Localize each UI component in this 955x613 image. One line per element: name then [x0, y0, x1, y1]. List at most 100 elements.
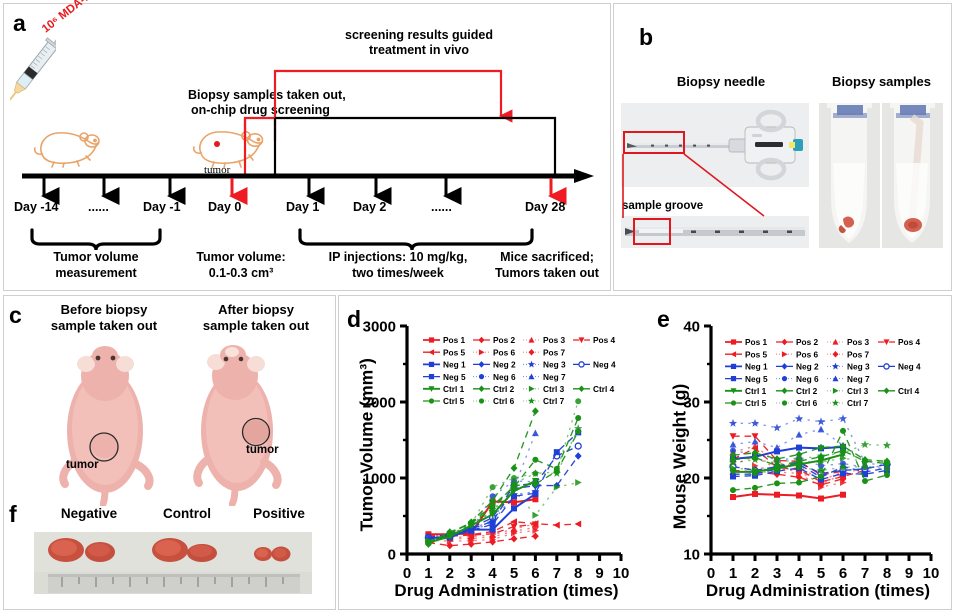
- data-point-ctrl-7-8: [882, 440, 892, 449]
- legend-label-ctrl-6: Ctrl 6: [493, 396, 515, 406]
- series-line-ctrl-6: [732, 465, 888, 475]
- data-point-neg-7-1: [729, 440, 737, 448]
- legend-label-ctrl-3: Ctrl 3: [543, 384, 565, 394]
- svg-text:6: 6: [531, 565, 539, 582]
- legend-label-neg-7: Neg 7: [543, 372, 566, 382]
- data-point-ctrl-4-6: [839, 442, 847, 450]
- legend-label-pos-4: Pos 4: [898, 337, 921, 347]
- bracket-caption-1-line2: 0.1-0.3 cm³: [208, 266, 274, 280]
- data-point-ctrl-4-8: [883, 457, 891, 466]
- data-point-ctrl-6-2: [752, 470, 758, 477]
- mouse-illustration-2: [192, 131, 264, 169]
- bracket-caption-0-line1: Tumor volume: [53, 250, 139, 264]
- data-point-neg-5-5: [818, 476, 824, 483]
- data-point-pos-1-2: [752, 490, 758, 497]
- legend-label-ctrl-1: Ctrl 1: [443, 384, 465, 394]
- data-point-pos-1-6: [532, 496, 539, 503]
- data-point-ctrl-4-7: [861, 456, 869, 464]
- data-point-ctrl-4-5: [510, 464, 518, 472]
- data-point-neg-3-5: [816, 417, 826, 426]
- data-point-neg-7-4: [795, 431, 803, 438]
- svg-text:5: 5: [817, 565, 825, 582]
- panel-e-label: e: [657, 306, 670, 332]
- data-point-pos-2-4: [489, 538, 497, 546]
- legend-label-ctrl-4: Ctrl 4: [898, 386, 920, 396]
- legend-label-neg-4: Neg 4: [898, 362, 921, 372]
- series-line-pos-2: [428, 535, 536, 547]
- svg-text:3: 3: [467, 565, 475, 582]
- series-line-neg-7: [732, 428, 844, 449]
- svg-text:2: 2: [446, 565, 454, 582]
- data-point-ctrl-5-8: [575, 414, 582, 421]
- panel-b: b Biopsy needle Biopsy samples: [613, 3, 952, 291]
- svg-text:0: 0: [388, 547, 396, 564]
- series-line-ctrl-7: [428, 428, 579, 543]
- data-point-neg-3-6: [838, 414, 848, 423]
- callout-top-line1: screening results guided: [345, 28, 493, 42]
- svg-text:2000: 2000: [363, 395, 396, 412]
- data-point-ctrl-6-5: [818, 467, 824, 474]
- data-point-ctrl-6-8: [884, 465, 890, 472]
- bracket-caption-1-line1: Tumor volume:: [196, 250, 286, 264]
- panel-c-left-caption-line1: Before biopsy: [60, 302, 148, 317]
- legend-label-neg-2: Neg 2: [493, 360, 516, 370]
- data-point-ctrl-5-7: [862, 478, 868, 485]
- mouse-illustration-1: [34, 132, 100, 168]
- data-point-neg-2-8: [574, 452, 582, 460]
- legend-label-neg-1: Neg 1: [443, 360, 466, 370]
- biopsy-needle-photo: [621, 103, 809, 187]
- svg-text:8: 8: [574, 565, 582, 582]
- data-point-pos-5-8: [574, 520, 582, 528]
- legend-label-pos-6: Pos 6: [796, 349, 819, 359]
- series-line-pos-4: [733, 435, 844, 476]
- data-point-ctrl-6-4: [489, 484, 496, 491]
- svg-text:5: 5: [510, 565, 518, 582]
- data-point-pos-1-5: [511, 499, 517, 506]
- legend-label-ctrl-6: Ctrl 6: [796, 398, 818, 408]
- timeline-graphics: [22, 69, 594, 251]
- legend-label-neg-4: Neg 4: [593, 360, 616, 370]
- svg-text:9: 9: [905, 565, 913, 582]
- legend-label-ctrl-2: Ctrl 2: [493, 384, 515, 394]
- data-point-neg-6-1: [730, 447, 736, 454]
- data-point-ctrl-4-5: [817, 443, 825, 452]
- svg-text:7: 7: [861, 565, 869, 582]
- data-point-neg-7-2: [751, 437, 759, 445]
- legend-label-ctrl-4: Ctrl 4: [593, 384, 615, 394]
- biopsy-callout-line1: Biopsy samples taken out,: [188, 88, 346, 102]
- svg-text:20: 20: [683, 471, 700, 488]
- panel-c-right-caption-line2: sample taken out: [202, 318, 310, 333]
- svg-text:8: 8: [883, 565, 891, 582]
- legend-label-pos-3: Pos 3: [847, 337, 870, 347]
- series-line-neg-7: [428, 432, 537, 540]
- svg-text:0: 0: [707, 565, 715, 582]
- legend-label-ctrl-2: Ctrl 2: [796, 386, 818, 396]
- data-point-ctrl-5-6: [532, 456, 539, 463]
- svg-text:6: 6: [839, 565, 847, 582]
- panel-c-left-caption-line2: sample taken out: [50, 318, 158, 333]
- data-point-ctrl-5-1: [730, 487, 736, 494]
- panel-c-right-caption-line1: After biopsy: [218, 302, 294, 317]
- panel-a-label: a: [13, 10, 26, 36]
- mouse-photo-before-biopsy: [48, 336, 164, 506]
- tumor-label-before: tumor: [66, 459, 99, 471]
- legend-label-neg-5: Neg 5: [443, 372, 466, 382]
- timeline-tick-label-2: Day -1: [143, 200, 181, 214]
- data-point-pos-2-5: [510, 535, 518, 543]
- data-point-ctrl-7-2: [750, 455, 760, 464]
- legend-label-pos-7: Pos 7: [847, 349, 870, 359]
- data-point-pos-5-5: [510, 518, 517, 526]
- panel-f-group-label-1: Control: [163, 506, 211, 521]
- legend-label-pos-1: Pos 1: [745, 337, 768, 347]
- data-point-ctrl-4-2: [751, 449, 759, 457]
- data-point-pos-5-2: [751, 444, 758, 452]
- data-point-neg-7-5: [817, 425, 825, 433]
- legend-label-pos-5: Pos 5: [745, 349, 768, 359]
- bracket-caption-2-line2: two times/week: [352, 266, 444, 280]
- data-point-pos-7-4: [489, 533, 497, 541]
- legend-label-pos-4: Pos 4: [593, 335, 616, 345]
- legend-label-ctrl-5: Ctrl 5: [443, 396, 465, 406]
- series-line-ctrl-7: [732, 443, 888, 464]
- svg-text:7: 7: [553, 565, 561, 582]
